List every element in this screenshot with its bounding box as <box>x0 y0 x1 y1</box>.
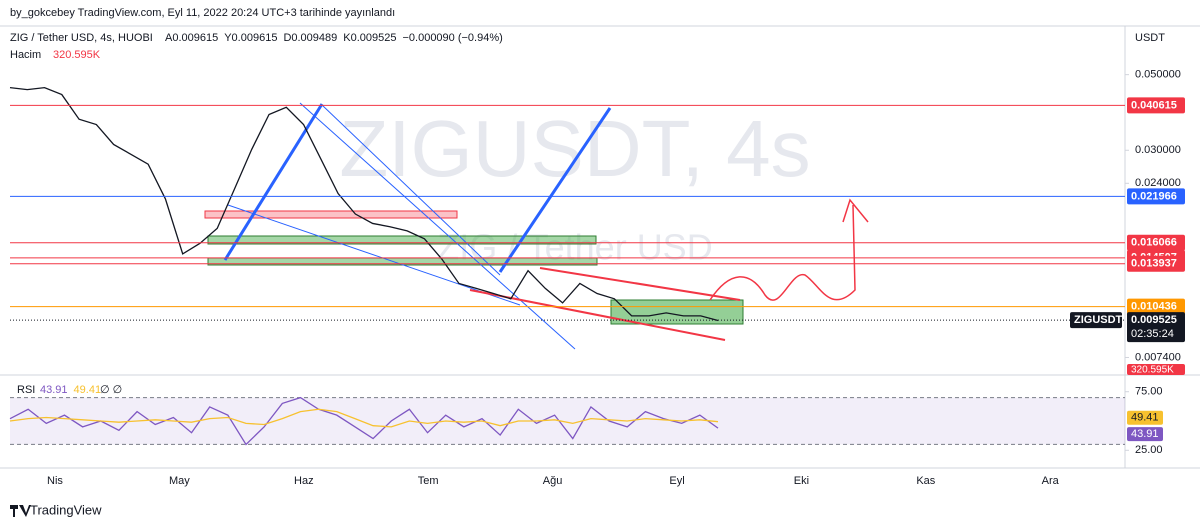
x-tick-label: Ağu <box>543 475 563 487</box>
rsi-value-tag-text: 43.91 <box>1131 428 1159 440</box>
y-tick-label: 0.007400 <box>1135 351 1181 363</box>
x-tick-label: Eyl <box>669 475 684 487</box>
price-level-tag <box>1127 188 1185 205</box>
legend-value: A0.009615 <box>165 32 218 44</box>
trendline <box>227 204 521 306</box>
series-line <box>9 86 719 322</box>
rsi-extra: ∅ ∅ <box>100 384 122 396</box>
watermark: ZIGUSDT, 4s <box>339 104 810 193</box>
x-tick-label: Eki <box>794 475 809 487</box>
legend-value: Y0.009615 <box>224 32 277 44</box>
volume-tag <box>1127 364 1185 375</box>
price-level-tag <box>1127 234 1185 251</box>
symbol-title: ZIG / Tether USD, 4s, HUOBI <box>10 32 153 44</box>
price-level-tag <box>1127 97 1185 114</box>
legend-value: −0.000090 (−0.94%) <box>402 32 502 44</box>
price-tag-text: 0.009525 <box>1131 314 1177 326</box>
publish-info: by_gokcebey TradingView.com, Eyl 11, 202… <box>10 7 395 19</box>
projection-arrow <box>709 198 869 301</box>
trendline <box>469 289 726 341</box>
x-tick-label: Ara <box>1042 475 1060 487</box>
volume-value: 320.595K <box>53 49 101 61</box>
price-level-label: 0.040615 <box>1131 99 1177 111</box>
trendline <box>299 102 576 350</box>
y-tick-label: 0.050000 <box>1135 69 1181 81</box>
brand: TradingView <box>30 502 102 517</box>
x-tick-label: Kas <box>916 475 935 487</box>
trendline <box>321 104 501 276</box>
x-tick-label: May <box>169 475 190 487</box>
price-level-label: 0.013937 <box>1131 258 1177 270</box>
series-line <box>9 408 719 428</box>
x-tick-label: Nis <box>47 475 63 487</box>
y-tick-label: 25.00 <box>1135 444 1163 456</box>
y-axis-label: USDT <box>1135 32 1165 44</box>
price-level-label: 0.016066 <box>1131 237 1177 249</box>
rsi-title: RSI <box>17 384 35 396</box>
rsi-value-tag <box>1127 410 1163 425</box>
price-level-tag <box>1127 298 1185 315</box>
rsi-value-tag <box>1127 427 1163 442</box>
x-tick-label: Haz <box>294 475 314 487</box>
rsi-value-tag-text: 49.41 <box>1131 412 1159 424</box>
price-level-label: 0.021966 <box>1131 190 1177 202</box>
y-tick-label: 75.00 <box>1135 386 1163 398</box>
rsi-legend-value: 49.41 <box>74 384 102 396</box>
symbol-tag-text: ZIGUSDT <box>1074 314 1123 326</box>
trendline <box>539 267 741 301</box>
logo <box>10 505 31 517</box>
trendline <box>498 107 612 273</box>
rsi-legend-value: 43.91 <box>40 384 68 396</box>
price-level-label: 0.010436 <box>1131 300 1177 312</box>
zone <box>204 210 458 219</box>
volume-tag-text: 320.595K <box>1131 365 1174 376</box>
y-tick-label: 0.030000 <box>1135 144 1181 156</box>
legend-value: D0.009489 <box>283 32 337 44</box>
zone <box>207 235 597 245</box>
y-tick-label: 0.024000 <box>1135 177 1181 189</box>
x-tick-label: Tem <box>418 475 439 487</box>
drawings <box>204 102 869 350</box>
price-tag <box>1127 312 1185 343</box>
price-level-tag <box>1127 255 1185 272</box>
volume-label: Hacim <box>10 49 41 61</box>
legend-value: K0.009525 <box>343 32 396 44</box>
symbol-tag <box>1070 312 1122 329</box>
countdown: 02:35:24 <box>1131 328 1174 340</box>
